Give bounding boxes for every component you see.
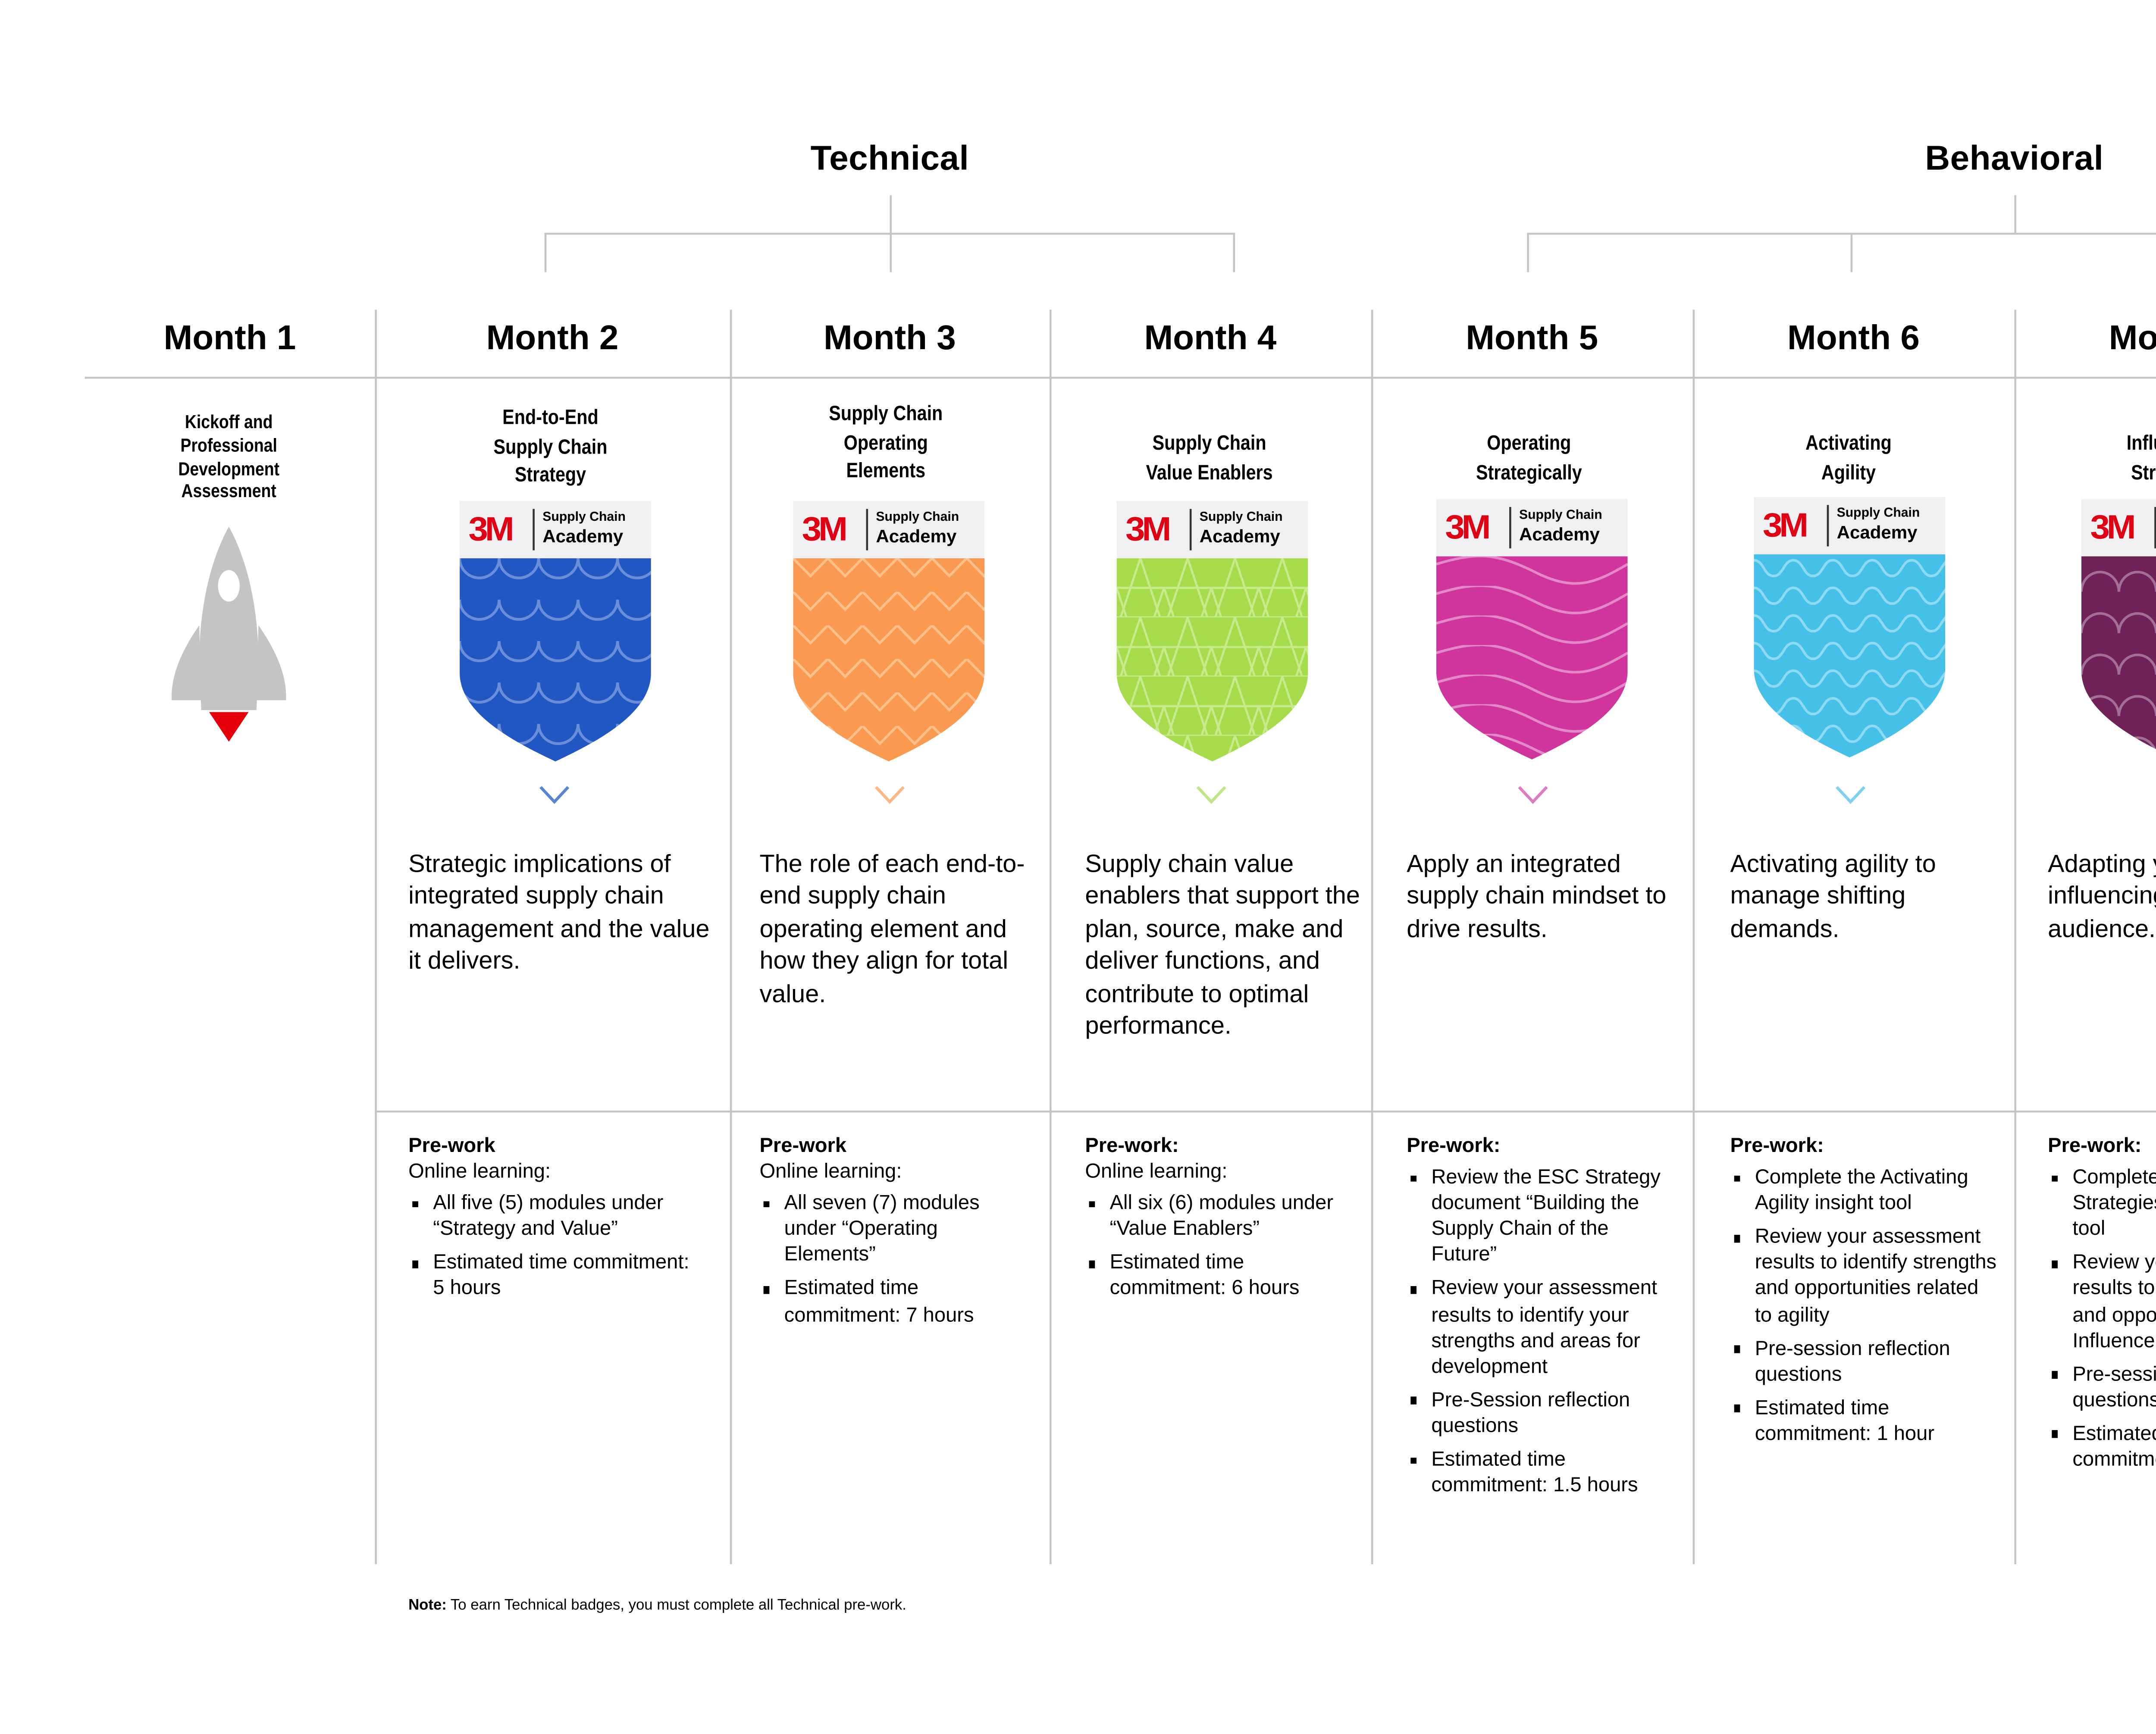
badge-supply-chain-operating-elements: 3M Supply Chain Academy	[793, 501, 985, 762]
chevron-down-icon	[1196, 786, 1226, 804]
chevron-down-icon	[539, 786, 570, 804]
month-5-title: Operating Strategically	[1476, 432, 1582, 485]
shield-icon	[1436, 556, 1628, 760]
footnote: Note: To earn Technical badges, you must…	[408, 1596, 906, 1614]
month-3-description: The role of each end-to-end supply chain…	[759, 850, 1025, 1008]
chevron-down-icon	[1836, 786, 1866, 804]
month-4-prework: Pre-work: Online learning: All six (6) m…	[1085, 1134, 1351, 1311]
badge-activating-agility: 3M Supply Chain Academy	[1754, 497, 1946, 757]
month-4-title: Supply Chain Value Enablers	[1146, 432, 1273, 485]
month-7-prework: Pre-work: Complete the Influencing Strat…	[2048, 1134, 2156, 1482]
month-1-title: Kickoff and Professional Development Ass…	[178, 412, 280, 504]
chevron-down-icon	[1518, 786, 1548, 804]
month-header-3: Month 3	[823, 317, 956, 357]
category-title-behavioral: Behavioral	[1925, 138, 2104, 178]
month-6-title: Activating Agility	[1805, 432, 1892, 485]
shield-icon	[793, 558, 985, 762]
month-2-prework: Pre-work Online learning: All five (5) m…	[408, 1134, 704, 1311]
month-header-6: Month 6	[1787, 317, 1920, 357]
month-3-prework: Pre-work Online learning: All seven (7) …	[759, 1134, 1026, 1337]
month-5-prework: Pre-work: Review the ESC Strategy docume…	[1407, 1134, 1673, 1508]
month-3-title: Supply Chain Operating Elements	[829, 402, 943, 483]
category-title-technical: Technical	[810, 138, 969, 178]
month-6-prework: Pre-work: Complete the Activating Agilit…	[1730, 1134, 1997, 1456]
chevron-down-icon	[874, 786, 905, 804]
month-5-description: Apply an integrated supply chain mindset…	[1407, 850, 1667, 943]
month-header-7: Month 7	[2109, 317, 2156, 357]
month-7-description: Adapting your influencing style to your …	[2048, 850, 2156, 943]
shield-icon	[460, 558, 651, 762]
month-4-description: Supply chain value enablers that support…	[1085, 850, 1360, 1040]
month-2-title: End-to-End Supply Chain Strategy	[493, 406, 608, 488]
month-header-2: Month 2	[486, 317, 619, 357]
month-header-4: Month 4	[1144, 317, 1277, 357]
month-6-description: Activating agility to manage shifting de…	[1730, 850, 1936, 943]
shield-icon	[1754, 554, 1946, 757]
month-2-description: Strategic implications of integrated sup…	[408, 850, 710, 975]
badge-supply-chain-value-enablers: 3M Supply Chain Academy	[1116, 501, 1308, 762]
rocket-icon	[172, 526, 286, 742]
month-header-1: Month 1	[163, 317, 296, 357]
shield-icon	[1116, 558, 1308, 762]
badge-end-to-end-supply-chain-strategy: 3M Supply Chain Academy	[460, 501, 651, 762]
month-header-5: Month 5	[1466, 317, 1598, 357]
month-7-title: InfluencingStrategies	[2126, 432, 2156, 485]
shield-icon	[2081, 556, 2156, 760]
badge-operating-strategically: 3M Supply Chain Academy	[1436, 499, 1628, 760]
